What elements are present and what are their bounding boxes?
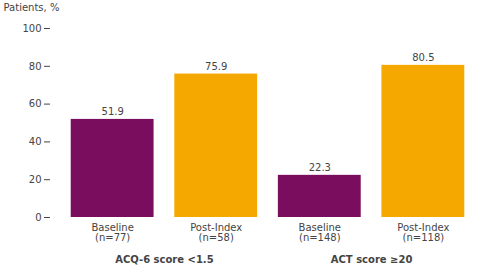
svg-text:22.3: 22.3	[309, 162, 331, 173]
svg-text:Baseline(n=77): Baseline(n=77)	[91, 222, 133, 243]
svg-text:60: 60	[29, 98, 42, 109]
svg-text:Post-Index(n=118): Post-Index(n=118)	[397, 222, 449, 243]
svg-text:100: 100	[22, 23, 41, 34]
svg-text:ACQ-6 score <1.5: ACQ-6 score <1.5	[115, 254, 213, 265]
svg-text:0: 0	[35, 212, 41, 223]
svg-text:75.9: 75.9	[205, 61, 227, 72]
svg-text:Baseline(n=148): Baseline(n=148)	[299, 222, 341, 243]
svg-text:51.9: 51.9	[102, 106, 124, 117]
svg-text:80.5: 80.5	[412, 52, 434, 63]
svg-text:Post-Index(n=58): Post-Index(n=58)	[190, 222, 242, 243]
svg-text:20: 20	[29, 174, 42, 185]
svg-text:40: 40	[29, 136, 42, 147]
svg-text:Patients, %: Patients, %	[4, 2, 60, 13]
svg-text:80: 80	[29, 61, 42, 72]
svg-text:ACT score ≥20: ACT score ≥20	[331, 254, 413, 265]
